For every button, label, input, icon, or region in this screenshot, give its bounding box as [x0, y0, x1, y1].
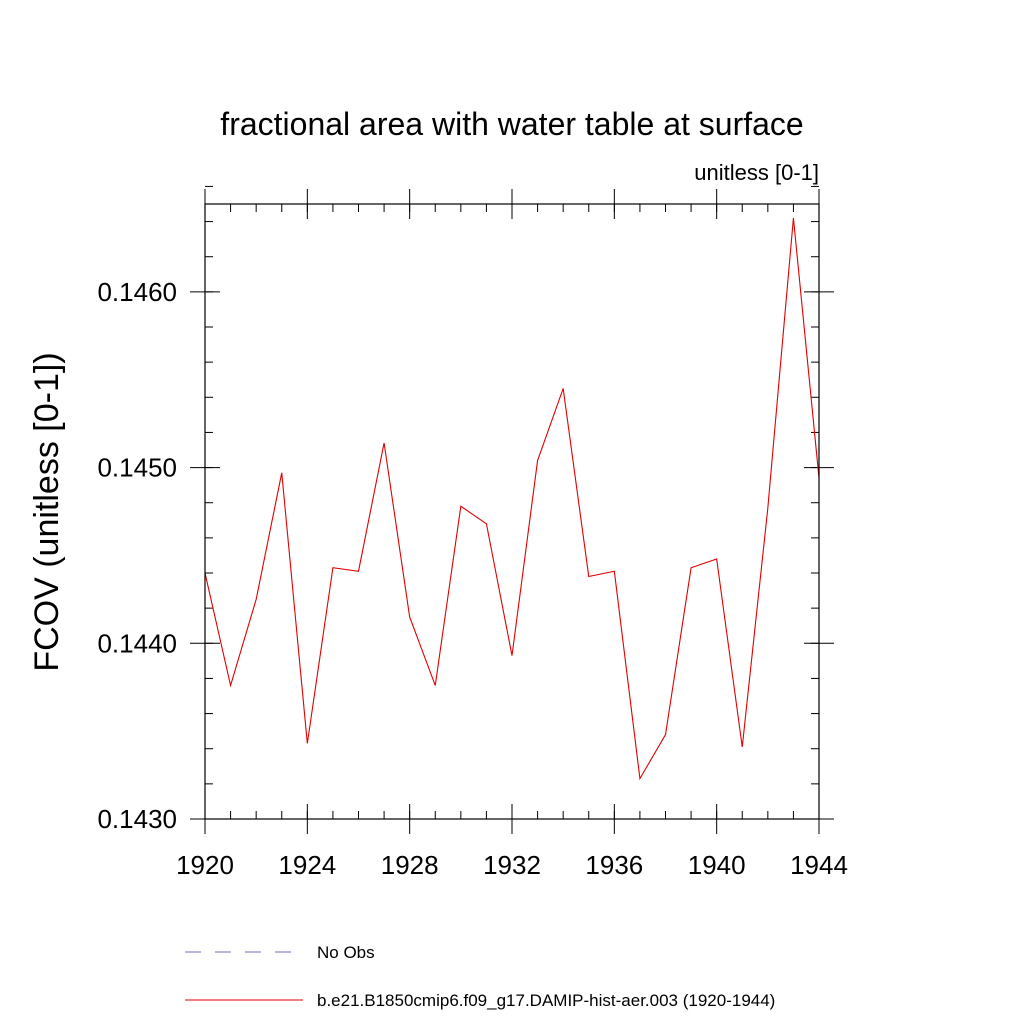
tick-labels: 1920 1924 1928 1932 1936 1940 1944 0.1430 0.1440… — [97, 277, 847, 880]
x-tick-label: 1940 — [688, 850, 746, 880]
y-tick-label: 0.1440 — [97, 628, 177, 658]
series-line — [204, 218, 820, 781]
y-tick-label: 0.1460 — [97, 277, 177, 307]
x-tick-label: 1920 — [176, 850, 234, 880]
y-axis-label: FCOV (unitless [0-1]) — [28, 352, 66, 671]
x-tick-label: 1924 — [278, 850, 336, 880]
axis-ticks — [190, 185, 834, 834]
x-tick-label: 1932 — [483, 850, 541, 880]
legend-label: No Obs — [317, 943, 375, 962]
x-tick-label: 1928 — [381, 850, 439, 880]
legend-label: b.e21.B1850cmip6.f09_g17.DAMIP-hist-aer.… — [317, 991, 775, 1010]
chart-subtitle: unitless [0-1] — [694, 160, 819, 185]
x-tick-label: 1944 — [790, 850, 848, 880]
chart-title: fractional area with water table at surf… — [220, 106, 803, 142]
series-layer — [204, 218, 820, 781]
legend: No Obs b.e21.B1850cmip6.f09_g17.DAMIP-his… — [185, 943, 775, 1010]
y-tick-label: 0.1450 — [97, 453, 177, 483]
y-tick-label: 0.1430 — [97, 804, 177, 834]
x-tick-label: 1936 — [585, 850, 643, 880]
plot-frame — [204, 203, 820, 820]
